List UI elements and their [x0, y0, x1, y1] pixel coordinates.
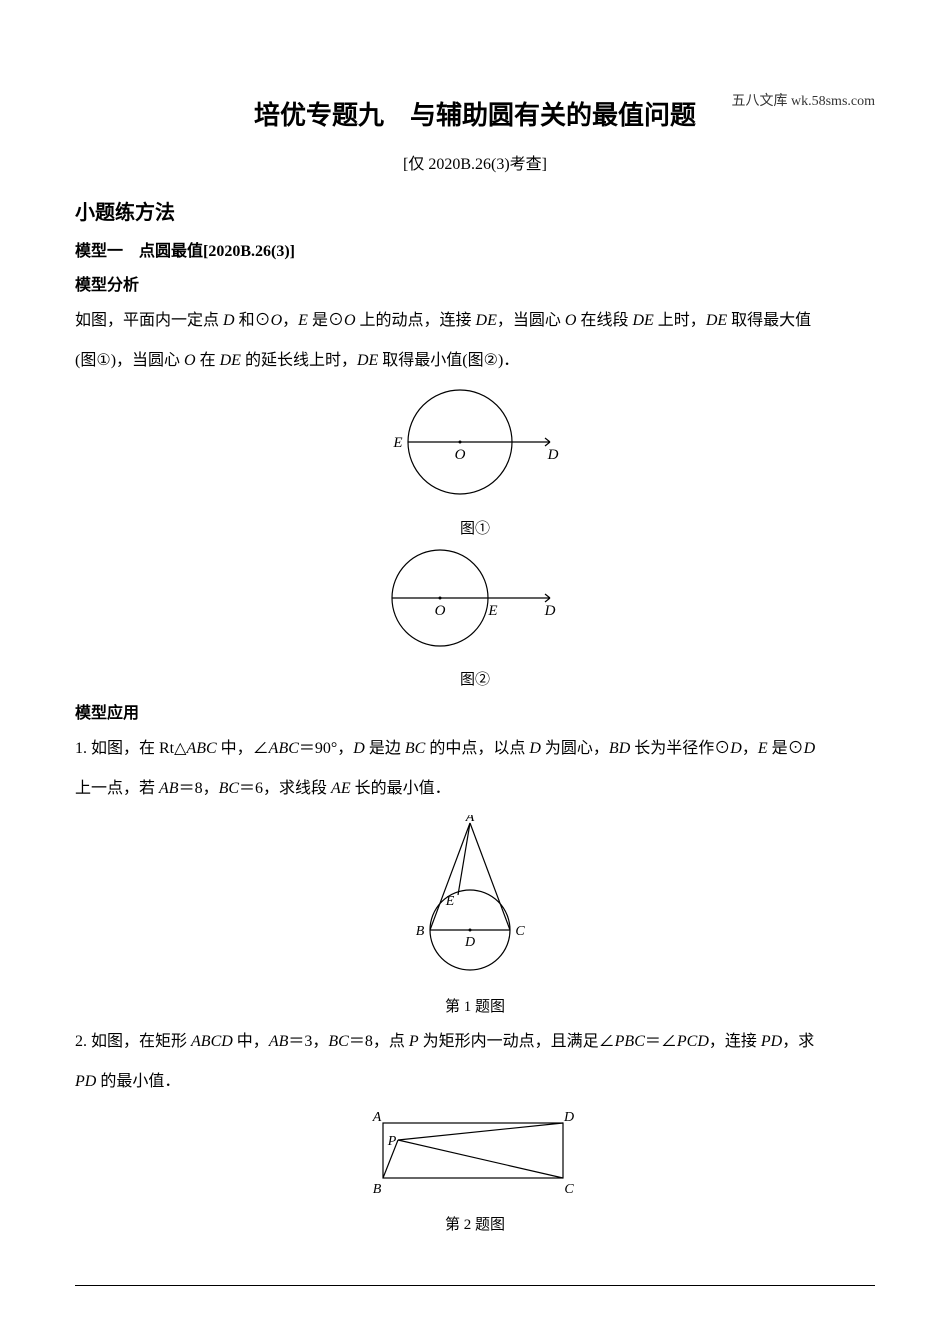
- q2-figure-caption: 第 2 题图: [75, 1213, 875, 1234]
- footer-line: [75, 1285, 875, 1286]
- exam-note: [仅 2020B.26(3)考查]: [75, 150, 875, 174]
- svg-text:E: E: [445, 894, 455, 909]
- q1-text-2: 上一点，若 AB＝8，BC＝6，求线段 AE 长的最小值．: [75, 773, 875, 805]
- figure-2-svg: O E D: [375, 548, 575, 653]
- practice-heading: 小题练方法: [75, 196, 875, 225]
- q2-figure-container: A B C D P: [75, 1108, 875, 1203]
- svg-text:A: A: [465, 815, 475, 825]
- q2-text-2: PD 的最小值．: [75, 1066, 875, 1098]
- figure-1-caption: 图①: [75, 517, 875, 538]
- figure-2-container: O E D: [75, 548, 875, 658]
- application-heading: 模型应用: [75, 699, 875, 723]
- q2-figure-svg: A B C D P: [368, 1108, 583, 1198]
- svg-text:A: A: [371, 1110, 381, 1125]
- svg-text:D: D: [562, 1110, 573, 1125]
- svg-text:B: B: [416, 924, 425, 939]
- svg-text:O: O: [455, 447, 466, 463]
- model-ref: [2020B.26(3)]: [203, 243, 295, 260]
- watermark: 五八文库 wk.58sms.com: [732, 90, 876, 110]
- q1-text-1: 1. 如图，在 Rt△ABC 中，∠ABC＝90°，D 是边 BC 的中点，以点…: [75, 733, 875, 765]
- q2-text-1: 2. 如图，在矩形 ABCD 中，AB＝3，BC＝8，点 P 为矩形内一动点，且…: [75, 1026, 875, 1058]
- analysis-text-2: (图①)，当圆心 O 在 DE 的延长线上时，DE 取得最小值(图②)．: [75, 345, 875, 377]
- analysis-text-1: 如图，平面内一定点 D 和⊙O，E 是⊙O 上的动点，连接 DE，当圆心 O 在…: [75, 305, 875, 337]
- q1-figure-caption: 第 1 题图: [75, 995, 875, 1016]
- svg-text:C: C: [515, 924, 525, 939]
- svg-text:O: O: [435, 603, 446, 619]
- svg-text:E: E: [392, 435, 402, 451]
- model-label-text: 模型一 点圆最值: [75, 243, 203, 260]
- q2-prefix: 2.: [75, 1033, 87, 1050]
- model-one-label: 模型一 点圆最值[2020B.26(3)]: [75, 237, 875, 261]
- q1-figure-svg: A B C D E: [410, 815, 540, 980]
- svg-text:D: D: [464, 935, 475, 950]
- figure-1-svg: O E D: [370, 387, 580, 502]
- figure-1-container: O E D: [75, 387, 875, 507]
- figure-2-caption: 图②: [75, 668, 875, 689]
- q1-figure-container: A B C D E: [75, 815, 875, 985]
- q1-prefix: 1.: [75, 740, 87, 757]
- svg-text:D: D: [544, 603, 556, 619]
- svg-text:E: E: [487, 603, 497, 619]
- analysis-heading: 模型分析: [75, 271, 875, 295]
- svg-text:C: C: [564, 1182, 574, 1197]
- svg-text:B: B: [372, 1182, 381, 1197]
- svg-text:D: D: [547, 447, 559, 463]
- svg-text:P: P: [386, 1134, 396, 1149]
